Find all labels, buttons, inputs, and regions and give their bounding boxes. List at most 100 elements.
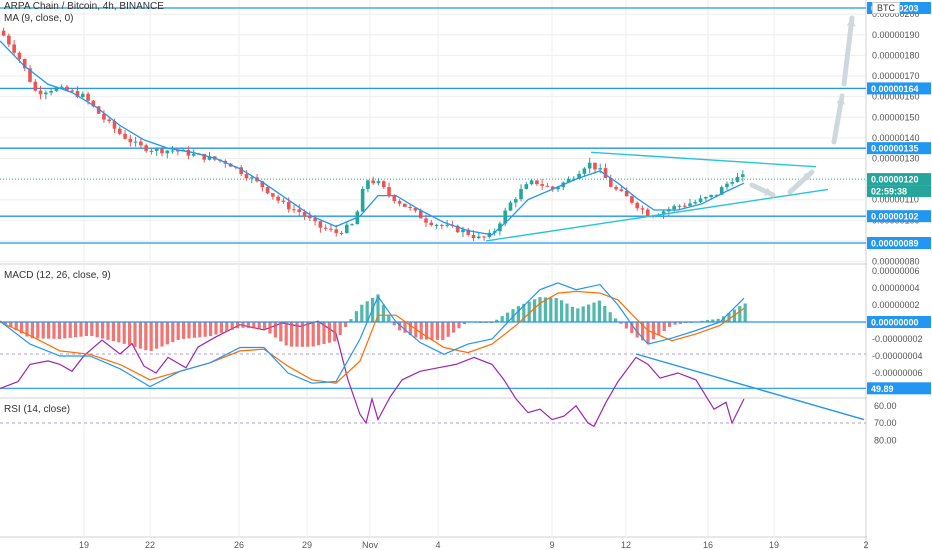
macd-histogram-bar — [225, 322, 229, 332]
macd-histogram-bar — [257, 322, 261, 329]
macd-histogram-bar — [603, 305, 607, 322]
price-tick-label: 0.00000170 — [872, 71, 920, 81]
macd-signal-line — [0, 290, 745, 384]
time-tick-label: Nov — [362, 540, 379, 550]
candle-body — [582, 168, 587, 174]
candle-body — [59, 86, 64, 88]
macd-histogram-bar — [516, 306, 520, 322]
macd-zero-tag-bg — [867, 316, 931, 328]
candle-body — [376, 181, 381, 184]
candle-body — [107, 119, 111, 122]
triangle-upper-trendline — [590, 151, 817, 168]
macd-histogram-bar — [182, 322, 186, 339]
candle-body — [86, 93, 90, 101]
macd-histogram-bar — [209, 322, 213, 337]
level-price-tag: 0.00000089 — [871, 239, 919, 249]
candle-body — [191, 153, 196, 156]
rsi-line — [0, 320, 745, 428]
candle-body — [577, 173, 581, 179]
level-price-tag: 0.00000135 — [871, 144, 919, 154]
candle-body — [640, 208, 645, 210]
candle-body — [445, 224, 449, 226]
candle-body — [429, 222, 434, 226]
candle-body — [550, 186, 555, 190]
macd-histogram-bar — [230, 322, 234, 330]
macd-histogram-bar — [160, 322, 164, 347]
candle-body — [28, 68, 32, 82]
macd-histogram-bar — [360, 304, 364, 322]
macd-histogram-bar — [176, 322, 180, 340]
currency-badge: BTC — [872, 2, 900, 14]
macd-histogram-bar — [543, 297, 547, 322]
candle-body — [614, 186, 618, 190]
candle-body — [112, 121, 117, 129]
rsi-tick-label: 80.00 — [874, 435, 897, 445]
macd-indicator-label[interactable]: MACD (12, 26, close, 9) — [4, 270, 111, 281]
candle-body — [508, 202, 513, 211]
candle-body — [1, 30, 6, 36]
candle-body — [677, 205, 682, 207]
candle-body — [123, 133, 127, 139]
macd-histogram-bar — [376, 294, 380, 322]
arrow-head — [803, 172, 812, 181]
macd-histogram-bar — [68, 322, 72, 338]
macd-histogram-bar — [25, 322, 29, 337]
candle-body — [33, 81, 38, 91]
candle-body — [413, 207, 418, 211]
macd-histogram-bar — [241, 322, 245, 328]
arrow-head — [764, 187, 773, 196]
time-axis[interactable]: 19 22 26 29 Nov 4 9 12 16 19 2 — [79, 540, 869, 550]
macd-histogram-bar — [435, 322, 439, 340]
macd-histogram-bar — [117, 322, 121, 343]
candle-body — [704, 196, 708, 199]
candle-body — [75, 90, 80, 98]
macd-histogram-bar — [457, 322, 461, 329]
last-price-tag-bg — [867, 173, 931, 186]
candle-body — [529, 180, 534, 185]
macd-histogram-bar — [322, 322, 326, 344]
macd-histogram-bar — [263, 322, 267, 330]
macd-histogram-bar — [527, 301, 531, 322]
macd-histogram-bar — [144, 322, 148, 351]
rsi-indicator-label[interactable]: RSI (14, close) — [4, 404, 71, 415]
macd-histogram-bar — [41, 322, 45, 339]
candle-body — [350, 224, 354, 226]
candle-body — [477, 236, 481, 239]
time-tick-label: 29 — [302, 540, 312, 550]
macd-histogram-bar — [284, 322, 288, 346]
macd-histogram-bar — [273, 322, 277, 338]
candle-body — [688, 203, 692, 206]
candle-body — [81, 93, 85, 98]
level-price-tag-bg — [867, 142, 931, 155]
price-tick-label: 0.00000180 — [872, 50, 920, 60]
candle-body — [524, 184, 529, 189]
candle-body — [176, 150, 180, 152]
macd-histogram-bar — [203, 322, 207, 337]
time-tick-label: 2 — [863, 540, 868, 550]
macd-histogram-bar — [74, 322, 78, 338]
candle-body — [281, 200, 286, 202]
candle-body — [466, 229, 471, 235]
macd-histogram-bar — [500, 316, 504, 322]
macd-histogram-bar — [268, 322, 272, 334]
macd-histogram-bar — [214, 322, 218, 335]
candle-body — [572, 178, 576, 180]
macd-histogram-bar — [338, 322, 342, 335]
ma-indicator-label[interactable]: MA (9, close, 0) — [4, 13, 74, 24]
macd-histogram-bar — [155, 322, 159, 349]
macd-tick-label: 0.00000006 — [872, 266, 920, 276]
candle-body — [165, 150, 170, 154]
candle-body — [455, 225, 460, 233]
macd-histogram-bar — [743, 303, 747, 322]
price-tick-label: 0.00000160 — [872, 92, 920, 102]
candle-body — [719, 187, 724, 195]
macd-histogram-bar — [387, 315, 391, 322]
candle-body — [292, 209, 296, 211]
candle-body — [144, 145, 148, 151]
macd-histogram-bar — [522, 303, 526, 322]
macd-histogram-bar — [408, 322, 412, 336]
price-axis[interactable]: 0.000000800.000000900.000001000.00000110… — [867, 0, 932, 550]
candle-body — [381, 181, 386, 188]
level-price-tag-bg — [867, 210, 931, 223]
